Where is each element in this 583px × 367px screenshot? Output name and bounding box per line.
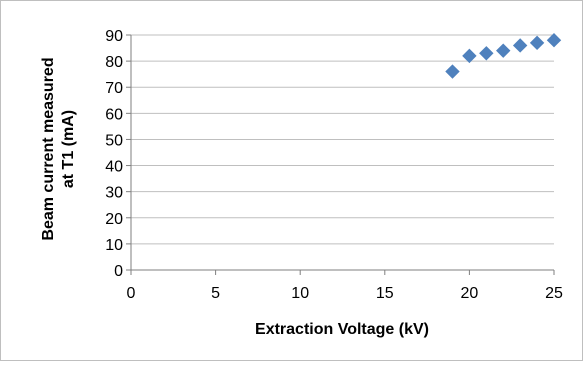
x-tick-label: 20 [461, 285, 479, 302]
data-point-7 [546, 33, 562, 48]
y-axis-title-group: Beam current measured at T1 (mA) [40, 57, 77, 240]
y-tick-label: 50 [105, 132, 123, 149]
y-tick-label: 10 [105, 237, 123, 254]
y-tick-labels: 0 10 20 30 40 50 60 70 80 90 [105, 28, 123, 280]
y-tick-label: 70 [105, 80, 123, 97]
data-point-6 [529, 35, 545, 51]
y-tick-label: 90 [105, 28, 123, 45]
x-tick-label: 10 [291, 285, 309, 302]
y-tick-label: 80 [105, 54, 123, 71]
data-points [445, 33, 562, 79]
x-tick-label: 25 [545, 285, 563, 302]
data-point-2 [462, 48, 477, 64]
data-point-5 [512, 38, 528, 53]
y-tick-label: 20 [105, 211, 123, 228]
x-axis-title: Extraction Voltage (kV) [255, 321, 429, 338]
data-point-1 [445, 64, 460, 79]
y-axis-title-line-2: at T1 (mA) [60, 110, 77, 188]
axes [126, 34, 555, 275]
data-point-3 [479, 46, 494, 61]
data-point-4 [496, 43, 511, 58]
gridlines [131, 34, 554, 245]
x-tick-labels: 0 5 10 15 20 25 [127, 285, 563, 302]
y-tick-label: 30 [105, 185, 123, 202]
x-tick-label: 15 [376, 285, 394, 302]
y-axis-title-line-1: Beam current measured [40, 57, 57, 240]
x-tick-label: 5 [211, 285, 220, 302]
y-tick-label: 0 [114, 263, 123, 280]
x-tick-label: 0 [127, 285, 136, 302]
y-tick-label: 60 [105, 106, 123, 123]
y-tick-label: 40 [105, 159, 123, 176]
